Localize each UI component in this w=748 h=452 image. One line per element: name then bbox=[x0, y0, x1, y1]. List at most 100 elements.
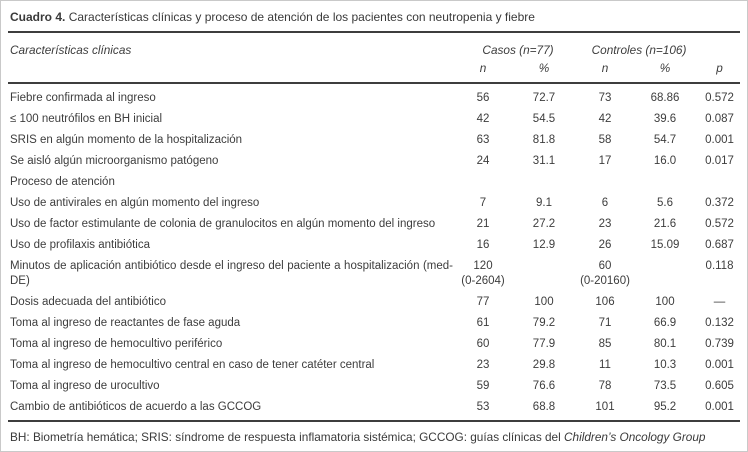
cell-pct-casos: 54.5 bbox=[532, 113, 556, 125]
cell-n-casos: 16 bbox=[476, 239, 490, 251]
row-label: SRIS en algún momento de la hospitalizac… bbox=[10, 134, 243, 146]
cell-n-controles: 42 bbox=[598, 113, 612, 125]
cell-pct-casos bbox=[509, 172, 579, 193]
cell-n-casos: 59 bbox=[476, 380, 490, 392]
cell-pct-casos: 79.2 bbox=[532, 317, 556, 329]
subheader-n-casos: n bbox=[457, 57, 509, 84]
cell-n-casos bbox=[457, 172, 509, 193]
row-label: Toma al ingreso de urocultivo bbox=[10, 380, 160, 392]
cell-n-casos: 23 bbox=[476, 359, 490, 371]
header-caracteristicas: Características clínicas bbox=[8, 33, 457, 84]
section-label: Proceso de atención bbox=[10, 176, 115, 188]
cell-p-value: 0.017 bbox=[705, 155, 734, 167]
table-row: Toma al ingreso de hemocultivo central e… bbox=[8, 355, 740, 376]
cell-n-casos: 77 bbox=[476, 296, 490, 308]
clinical-characteristics-table: Características clínicas Casos (n=77) Co… bbox=[8, 33, 741, 422]
cell-n-casos: 56 bbox=[476, 92, 490, 104]
row-label: Uso de profilaxis antibiótica bbox=[10, 239, 150, 251]
subheader-pct-controles: % bbox=[631, 57, 700, 84]
cell-pct-controles: 10.3 bbox=[653, 359, 677, 371]
cell-n-controles: 11 bbox=[599, 359, 611, 371]
cell-n-controles: 6 bbox=[601, 197, 609, 209]
cell-n-controles: 71 bbox=[598, 317, 612, 329]
cell-pct-controles: 16.0 bbox=[653, 155, 677, 167]
cell-pct-casos: 68.8 bbox=[532, 401, 556, 413]
cell-n-casos: 21 bbox=[476, 218, 490, 230]
cell-p-value: 0.687 bbox=[705, 239, 734, 251]
cell-n-casos: 24 bbox=[476, 155, 490, 167]
cell-pct-controles: 21.6 bbox=[653, 218, 677, 230]
row-label: Uso de antivirales en algún momento del … bbox=[10, 197, 260, 209]
table-row: Toma al ingreso de reactantes de fase ag… bbox=[8, 313, 740, 334]
cell-n-controles: 23 bbox=[598, 218, 612, 230]
header-group-row: Características clínicas Casos (n=77) Co… bbox=[8, 33, 740, 84]
cell-pct-controles: 15.09 bbox=[650, 239, 680, 251]
cell-p-value: 0.132 bbox=[705, 317, 734, 329]
row-label: Fiebre confirmada al ingreso bbox=[10, 92, 156, 104]
cell-n-controles: 85 bbox=[598, 338, 612, 350]
table-row: SRIS en algún momento de la hospitalizac… bbox=[8, 130, 740, 151]
cell-pct-casos: 27.2 bbox=[532, 218, 556, 230]
cell-p-value: — bbox=[713, 296, 726, 308]
cell-pct-casos: 72.7 bbox=[532, 92, 556, 104]
row-label: ≤ 100 neutrófilos en BH inicial bbox=[10, 113, 163, 125]
row-label: Minutos de aplicación antibiótico desde … bbox=[10, 260, 453, 287]
cell-pct-controles bbox=[631, 256, 699, 292]
cell-n-casos: 53 bbox=[476, 401, 490, 413]
row-label: Cambio de antibióticos de acuerdo a las … bbox=[10, 401, 262, 413]
table-row: Fiebre confirmada al ingreso 56 72.7 73 … bbox=[8, 83, 740, 109]
row-label: Se aisló algún microorganismo patógeno bbox=[10, 155, 219, 167]
cell-p-value: 0.087 bbox=[705, 113, 734, 125]
subheader-n-controles: n bbox=[579, 57, 631, 84]
cell-p-value: 0.001 bbox=[705, 359, 734, 371]
cell-pct-controles: 54.7 bbox=[653, 134, 677, 146]
cell-pct-controles: 100 bbox=[655, 296, 675, 308]
cell-pct-casos: 31.1 bbox=[532, 155, 556, 167]
cell-n-casos: 7 bbox=[479, 197, 487, 209]
cell-pct-controles: 66.9 bbox=[653, 317, 677, 329]
row-label: Toma al ingreso de reactantes de fase ag… bbox=[10, 317, 241, 329]
cell-p-value bbox=[699, 172, 740, 193]
table-footnote: BH: Biometría hemática; SRIS: síndrome d… bbox=[8, 422, 740, 445]
cell-pct-casos: 81.8 bbox=[532, 134, 556, 146]
cell-pct-casos: 100 bbox=[534, 296, 554, 308]
row-label: Uso de factor estimulante de colonia de … bbox=[10, 218, 436, 230]
cell-pct-controles: 73.5 bbox=[653, 380, 677, 392]
table-row: Dosis adecuada del antibiótico 77 100 10… bbox=[8, 292, 740, 313]
header-sub-row: n % n % p bbox=[8, 57, 741, 84]
cell-p-value: 0.605 bbox=[705, 380, 734, 392]
cell-n-controles: 73 bbox=[598, 92, 612, 104]
cell-p-value: 0.001 bbox=[705, 134, 734, 146]
table-row: Toma al ingreso de hemocultivo periféric… bbox=[8, 334, 740, 355]
header-group-empty bbox=[699, 33, 740, 57]
cell-p-value: 0.739 bbox=[705, 338, 734, 350]
table-row: Uso de antivirales en algún momento del … bbox=[8, 193, 740, 214]
cell-p-value: 0.118 bbox=[705, 260, 734, 272]
cell-n-controles: 17 bbox=[598, 155, 612, 167]
cell-n-casos: 42 bbox=[476, 113, 490, 125]
cell-pct-controles: 80.1 bbox=[653, 338, 677, 350]
cell-p-value: 0.572 bbox=[705, 218, 734, 230]
table-row: Toma al ingreso de urocultivo 59 76.6 78… bbox=[8, 376, 740, 397]
cell-n-controles: 60 (0-20160) bbox=[580, 260, 630, 287]
cell-n-casos: 120 (0-2604) bbox=[461, 260, 505, 287]
cell-n-controles: 106 bbox=[595, 296, 615, 308]
table-row: ≤ 100 neutrófilos en BH inicial 42 54.5 … bbox=[8, 109, 740, 130]
cell-pct-casos: 29.8 bbox=[532, 359, 556, 371]
section-row: Proceso de atención bbox=[8, 172, 740, 193]
cell-pct-controles: 5.6 bbox=[657, 197, 673, 209]
cell-pct-controles: 39.6 bbox=[653, 113, 677, 125]
row-label: Toma al ingreso de hemocultivo periféric… bbox=[10, 338, 223, 350]
cell-n-casos: 61 bbox=[476, 317, 490, 329]
row-label: Toma al ingreso de hemocultivo central e… bbox=[10, 359, 375, 371]
cell-pct-casos: 9.1 bbox=[536, 197, 552, 209]
cell-n-controles bbox=[579, 172, 631, 193]
footnote-abbreviations: BH: Biometría hemática; SRIS: síndrome d… bbox=[10, 430, 565, 444]
cell-n-controles: 101 bbox=[595, 401, 615, 413]
table-caption: Características clínicas y proceso de at… bbox=[68, 10, 535, 24]
cell-n-casos: 60 bbox=[476, 338, 490, 350]
table-body: Fiebre confirmada al ingreso 56 72.7 73 … bbox=[8, 83, 740, 421]
cell-p-value: 0.572 bbox=[705, 92, 734, 104]
header-group-controles: Controles (n=106) bbox=[591, 43, 687, 57]
cell-pct-casos: 77.9 bbox=[532, 338, 556, 350]
